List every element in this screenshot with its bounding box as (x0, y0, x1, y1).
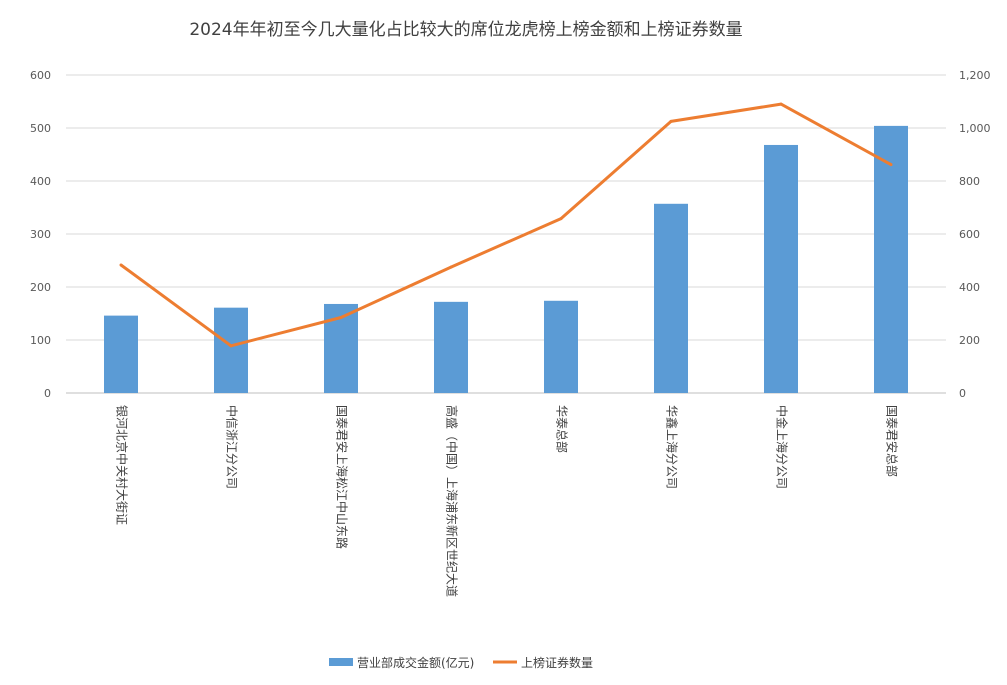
line-point (779, 102, 783, 106)
right-tick-label: 800 (959, 175, 980, 188)
line-point (119, 263, 123, 267)
left-axis-ticks: 0 100 200 300 400 500 600 (30, 69, 51, 400)
gridlines (66, 74, 946, 394)
right-tick-label: 0 (959, 387, 966, 400)
left-tick-label: 400 (30, 175, 51, 188)
bar (764, 144, 798, 393)
bar (214, 307, 248, 393)
right-tick-label: 200 (959, 334, 980, 347)
category-label: 华泰总部 (555, 405, 570, 453)
left-tick-label: 600 (30, 69, 51, 82)
legend: 营业部成交金额(亿元) 上榜证券数量 (329, 655, 593, 670)
legend-line-label: 上榜证券数量 (521, 655, 593, 670)
left-tick-label: 300 (30, 228, 51, 241)
legend-bar-swatch (329, 658, 353, 666)
category-label: 银河北京中关村大街证 (115, 405, 130, 525)
left-tick-label: 200 (30, 281, 51, 294)
right-tick-label: 600 (959, 228, 980, 241)
bar (874, 125, 908, 393)
left-tick-label: 500 (30, 122, 51, 135)
category-label: 高盛（中国）上海浦东新区世纪大道 (445, 405, 460, 597)
category-label: 国泰君安总部 (885, 405, 900, 477)
bar-series (104, 125, 908, 393)
line-point (669, 119, 673, 123)
left-tick-label: 100 (30, 334, 51, 347)
category-label: 中信浙江分公司 (225, 405, 240, 489)
legend-bar-label: 营业部成交金额(亿元) (357, 655, 474, 670)
bar (434, 301, 468, 393)
right-tick-label: 1,000 (959, 122, 991, 135)
line-point (229, 344, 233, 348)
bar (654, 203, 688, 393)
bar (104, 315, 138, 393)
line-path (120, 102, 892, 348)
category-labels: 银河北京中关村大街证 中信浙江分公司 国泰君安上海松江中山东路 高盛（中国）上海浦东新… (115, 405, 900, 597)
right-tick-label: 400 (959, 281, 980, 294)
category-label: 华鑫上海分公司 (665, 405, 680, 489)
right-axis-ticks: 0 200 400 600 800 1,000 1,200 (959, 69, 991, 400)
line-point (559, 217, 563, 221)
category-label: 中金上海分公司 (775, 405, 790, 489)
chart-title: 2024年年初至今几大量化占比较大的席位龙虎榜上榜金额和上榜证券数量 (189, 20, 742, 40)
line-point (889, 163, 893, 167)
left-tick-label: 0 (44, 387, 51, 400)
line-point (449, 265, 453, 269)
right-tick-label: 1,200 (959, 69, 991, 82)
bar (544, 300, 578, 393)
line-series (119, 102, 893, 348)
category-label: 国泰君安上海松江中山东路 (335, 405, 350, 549)
line-point (339, 315, 343, 319)
